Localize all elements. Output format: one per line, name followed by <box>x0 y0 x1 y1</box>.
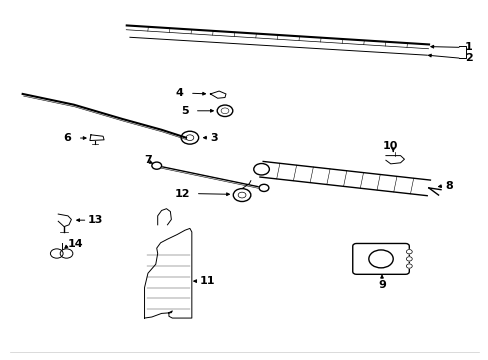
Circle shape <box>406 249 411 254</box>
Text: 10: 10 <box>382 140 398 150</box>
Text: 12: 12 <box>174 189 189 199</box>
Circle shape <box>406 264 411 268</box>
Text: 2: 2 <box>464 53 472 63</box>
Polygon shape <box>210 91 225 98</box>
Text: 1: 1 <box>464 42 472 52</box>
Text: 5: 5 <box>181 106 188 116</box>
Circle shape <box>60 249 73 258</box>
Circle shape <box>233 189 250 202</box>
Text: 13: 13 <box>87 215 102 225</box>
Polygon shape <box>385 156 404 164</box>
Text: 3: 3 <box>210 133 218 143</box>
Text: 14: 14 <box>68 239 83 249</box>
Polygon shape <box>144 228 191 318</box>
Polygon shape <box>158 209 171 225</box>
Text: 7: 7 <box>144 155 151 165</box>
FancyBboxPatch shape <box>352 243 408 274</box>
Circle shape <box>406 257 411 261</box>
Polygon shape <box>90 135 104 140</box>
Circle shape <box>253 163 269 175</box>
Text: 6: 6 <box>63 133 71 143</box>
Circle shape <box>152 162 161 169</box>
Polygon shape <box>58 214 71 226</box>
Circle shape <box>259 184 268 192</box>
Text: 4: 4 <box>175 88 183 98</box>
Text: 8: 8 <box>445 181 452 191</box>
Circle shape <box>368 250 392 268</box>
Text: 11: 11 <box>199 276 215 286</box>
Text: 9: 9 <box>377 280 385 290</box>
Circle shape <box>50 249 63 258</box>
